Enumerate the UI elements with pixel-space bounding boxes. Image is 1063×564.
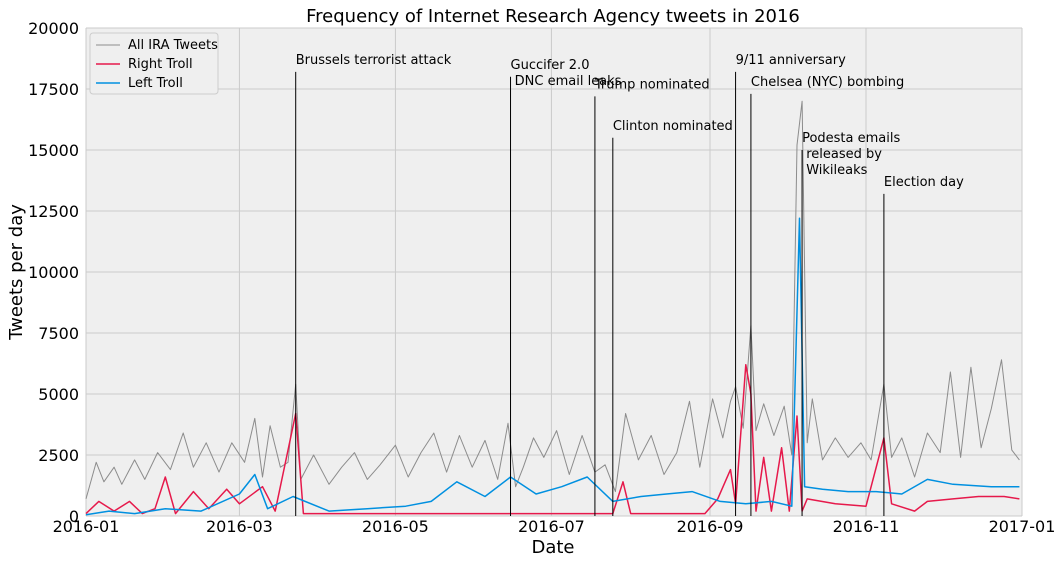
x-tick-label: 2016-01 — [53, 517, 120, 536]
annotation-label: Chelsea (NYC) bombing — [751, 75, 904, 90]
y-tick-label: 7500 — [38, 324, 79, 343]
legend-box — [89, 32, 219, 95]
chart-title: Frequency of Internet Research Agency tw… — [306, 6, 800, 27]
y-tick-label: 20000 — [28, 19, 79, 38]
y-tick-label: 5000 — [38, 385, 79, 404]
y-tick-label: 2500 — [38, 446, 79, 465]
annotations: Brussels terrorist attack Guccifer 2.0 DN… — [295, 53, 964, 516]
series-line-all-ira-tweets — [85, 100, 1020, 500]
annotation-label: Podesta emails released by Wikileaks — [802, 131, 900, 178]
annotation-label: Trump nominated — [594, 77, 710, 92]
annotation-label: Brussels terrorist attack — [296, 53, 452, 68]
x-tick-label: 2016-11 — [833, 517, 900, 536]
series-layer — [85, 100, 1020, 516]
x-tick-label: 2016-07 — [518, 517, 585, 536]
legend-entry: Right Troll — [128, 57, 193, 72]
y-tick-label: 0 — [69, 507, 79, 526]
x-tick-label: 2016-03 — [206, 517, 273, 536]
legend-entry: All IRA Tweets — [128, 38, 218, 53]
x-tick-label: 2017-01 — [989, 517, 1056, 536]
annotation-label: Election day — [884, 175, 964, 190]
y-tick-label: 17500 — [28, 80, 79, 99]
legend: All IRA Tweets Right Troll Left Troll — [89, 32, 219, 95]
series-line-left-troll — [85, 217, 1020, 516]
y-tick-label: 15000 — [28, 141, 79, 160]
x-axis-label: Date — [531, 537, 574, 558]
y-tick-label: 10000 — [28, 263, 79, 282]
legend-entry: Left Troll — [128, 76, 183, 91]
annotation-label: 9/11 anniversary — [736, 53, 847, 68]
axis-ticks: 2016-01 2016-03 2016-05 2016-07 2016-09 2016-… — [28, 19, 1055, 536]
x-tick-label: 2016-05 — [362, 517, 429, 536]
annotation-label: Guccifer 2.0 DNC email leaks — [511, 58, 622, 89]
series-line-right-troll — [85, 363, 1020, 515]
y-tick-label: 12500 — [28, 202, 79, 221]
annotation-label: Clinton nominated — [613, 119, 733, 134]
y-axis-label: Tweets per day — [6, 204, 27, 341]
x-tick-label: 2016-09 — [677, 517, 744, 536]
gridlines — [85, 27, 1023, 517]
